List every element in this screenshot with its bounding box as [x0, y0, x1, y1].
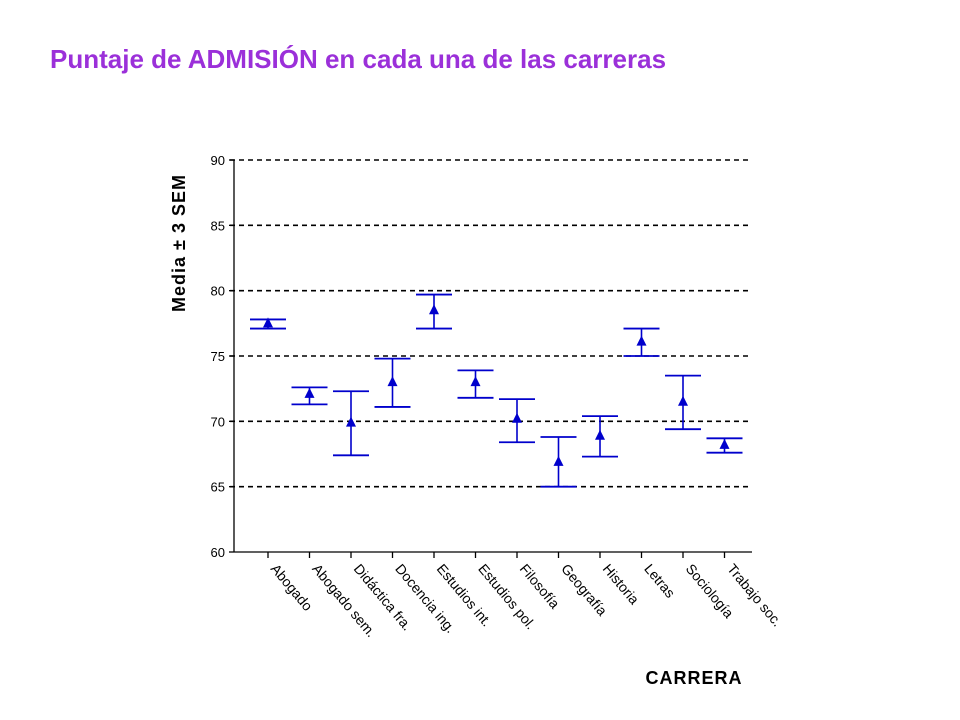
error-bar: [582, 415, 618, 458]
error-bar: [540, 436, 577, 488]
y-tick-label: 80: [211, 284, 225, 299]
mean-marker: [678, 395, 688, 406]
mean-marker: [346, 416, 356, 427]
mean-marker: [387, 376, 398, 387]
mean-marker: [263, 317, 273, 328]
error-bar: [457, 369, 494, 399]
y-axis-title: Media ± 3 SEM: [169, 174, 189, 312]
y-tick-label: 75: [211, 349, 225, 364]
mean-marker: [429, 304, 439, 315]
y-tick-label: 70: [211, 414, 225, 429]
y-tick-label: 65: [211, 480, 225, 495]
category-label: Historia: [600, 561, 643, 608]
gridlines: [230, 159, 752, 488]
error-bar: [250, 317, 286, 330]
error-bar: [665, 374, 701, 431]
error-bar: [374, 357, 411, 408]
error-bar: [291, 386, 328, 406]
category-label: Abogado: [268, 561, 316, 614]
error-bar: [416, 293, 452, 330]
y-tick-label: 85: [211, 218, 225, 233]
error-bar: [623, 327, 660, 357]
x-axis: [234, 551, 752, 558]
y-tick-label: 90: [211, 153, 225, 168]
mean-marker: [553, 455, 564, 466]
mean-marker: [719, 438, 730, 449]
error-bar: [333, 390, 369, 457]
category-label: Letras: [641, 561, 678, 601]
mean-marker: [595, 429, 605, 440]
mean-marker: [304, 387, 315, 398]
mean-marker: [512, 412, 522, 423]
error-bar: [706, 437, 743, 454]
error-bars: [250, 293, 743, 488]
y-tick-label: 60: [211, 545, 225, 560]
x-axis-title: CARRERA: [646, 668, 743, 688]
mean-marker: [636, 335, 647, 346]
y-axis: 60 65 70 75 80 85 90: [211, 153, 235, 560]
category-label: Trabajo soc.: [724, 561, 785, 630]
mean-marker: [470, 376, 481, 387]
error-bar: [499, 398, 535, 444]
chart-title: Puntaje de ADMISIÓN en cada una de las c…: [50, 44, 667, 74]
